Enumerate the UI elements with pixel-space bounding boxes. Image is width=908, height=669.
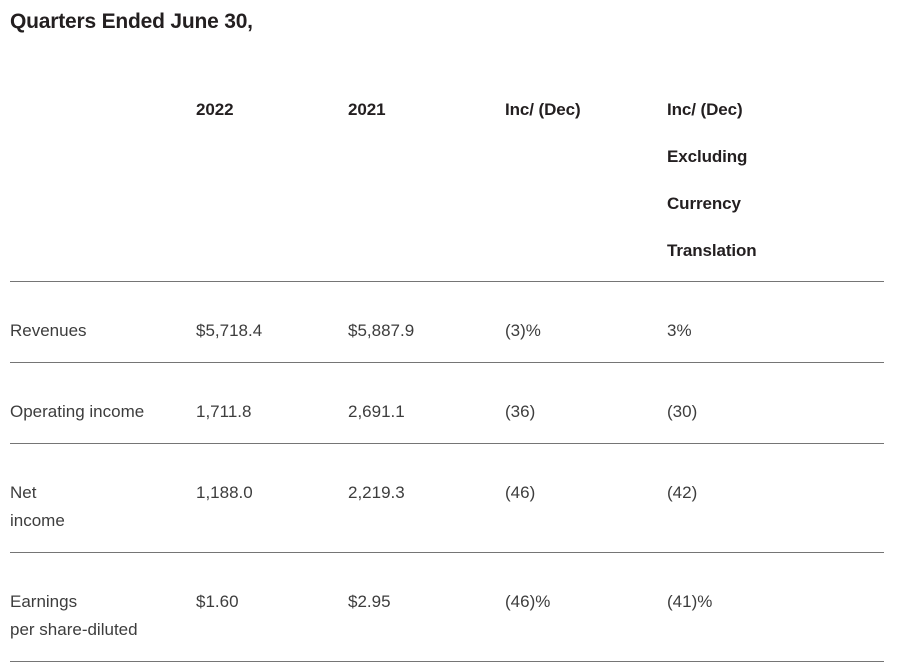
cell-inc-dec-excluding-currency: 3% — [667, 281, 884, 363]
header-row: 2022 2021 Inc/ (Dec) Inc/ (Dec) Excludin… — [10, 86, 884, 282]
page-title: Quarters Ended June 30, — [10, 10, 253, 33]
cell-2022: $5,718.4 — [196, 281, 348, 363]
cell-2022: 1,711.8 — [196, 362, 348, 444]
cell-inc-dec-excluding-currency: (30) — [667, 362, 884, 444]
table-header: 2022 2021 Inc/ (Dec) Inc/ (Dec) Excludin… — [10, 86, 884, 282]
cell-2022: $1.60 — [196, 552, 348, 662]
row-label: Net income — [10, 443, 196, 553]
table-row-net-income: Net income 1,188.0 2,219.3 (46) (42) — [10, 443, 884, 553]
row-label: Operating income — [10, 362, 196, 444]
cell-2021: 2,691.1 — [348, 362, 505, 444]
header-metric — [10, 86, 196, 282]
table-row-operating-income: Operating income 1,711.8 2,691.1 (36) (3… — [10, 362, 884, 444]
cell-inc-dec: (36) — [505, 362, 667, 444]
cell-inc-dec: (3)% — [505, 281, 667, 363]
cell-inc-dec-excluding-currency: (41)% — [667, 552, 884, 662]
header-inc-dec-excluding-currency: Inc/ (Dec) Excluding Currency Translatio… — [667, 100, 757, 260]
cell-2021: 2,219.3 — [348, 443, 505, 553]
table-row-earnings-per-share-diluted: Earnings per share-diluted $1.60 $2.95 (… — [10, 552, 884, 662]
cell-2022: 1,188.0 — [196, 443, 348, 553]
cell-inc-dec-excluding-currency: (42) — [667, 443, 884, 553]
row-label: Revenues — [10, 281, 196, 363]
quarterly-results-table: 2022 2021 Inc/ (Dec) Inc/ (Dec) Excludin… — [10, 86, 884, 662]
cell-2021: $5,887.9 — [348, 281, 505, 363]
cell-inc-dec: (46)% — [505, 552, 667, 662]
header-2021: 2021 — [348, 100, 386, 119]
table-body: Revenues $5,718.4 $5,887.9 (3)% 3% Opera… — [10, 281, 884, 662]
header-2022: 2022 — [196, 100, 234, 119]
cell-2021: $2.95 — [348, 552, 505, 662]
cell-inc-dec: (46) — [505, 443, 667, 553]
row-label: Earnings per share-diluted — [10, 552, 196, 662]
table-row-revenues: Revenues $5,718.4 $5,887.9 (3)% 3% — [10, 281, 884, 363]
header-inc-dec: Inc/ (Dec) — [505, 100, 581, 119]
